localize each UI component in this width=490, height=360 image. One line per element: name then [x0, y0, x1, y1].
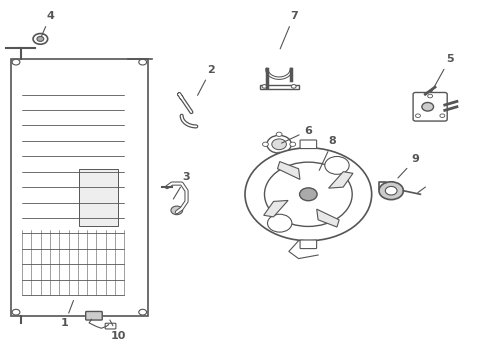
Circle shape: [171, 206, 183, 215]
FancyBboxPatch shape: [413, 93, 447, 121]
Circle shape: [290, 142, 295, 147]
Circle shape: [37, 36, 44, 41]
Text: 6: 6: [282, 126, 312, 143]
Circle shape: [422, 103, 434, 111]
Circle shape: [245, 148, 372, 241]
Text: 1: 1: [61, 301, 74, 328]
Text: 8: 8: [319, 136, 337, 170]
FancyBboxPatch shape: [105, 323, 116, 329]
Circle shape: [416, 114, 420, 117]
Circle shape: [276, 152, 282, 157]
FancyBboxPatch shape: [86, 311, 102, 320]
Circle shape: [291, 85, 296, 88]
Text: 7: 7: [280, 11, 297, 49]
Circle shape: [385, 186, 397, 195]
Circle shape: [268, 214, 292, 232]
FancyBboxPatch shape: [300, 140, 317, 149]
FancyBboxPatch shape: [300, 240, 317, 249]
Circle shape: [262, 85, 267, 88]
Circle shape: [299, 188, 317, 201]
Circle shape: [263, 142, 269, 147]
Circle shape: [276, 132, 282, 136]
FancyBboxPatch shape: [260, 85, 298, 89]
FancyBboxPatch shape: [92, 191, 115, 219]
Circle shape: [428, 94, 433, 98]
Text: 10: 10: [110, 320, 126, 341]
Polygon shape: [317, 209, 339, 227]
FancyBboxPatch shape: [11, 59, 147, 316]
Circle shape: [267, 135, 291, 153]
Text: 2: 2: [197, 65, 215, 95]
FancyBboxPatch shape: [79, 169, 118, 226]
Circle shape: [12, 59, 20, 65]
Circle shape: [12, 309, 20, 315]
Text: 5: 5: [432, 54, 453, 92]
Circle shape: [139, 309, 147, 315]
Circle shape: [33, 33, 48, 44]
Circle shape: [272, 139, 287, 150]
Circle shape: [139, 59, 147, 65]
Polygon shape: [277, 162, 300, 179]
Polygon shape: [329, 172, 353, 188]
Text: 9: 9: [398, 154, 419, 178]
Circle shape: [265, 162, 352, 226]
Circle shape: [440, 114, 445, 117]
Text: 4: 4: [42, 11, 54, 36]
Circle shape: [379, 182, 403, 200]
Polygon shape: [264, 201, 288, 217]
Text: 3: 3: [173, 172, 190, 199]
Circle shape: [325, 157, 349, 174]
